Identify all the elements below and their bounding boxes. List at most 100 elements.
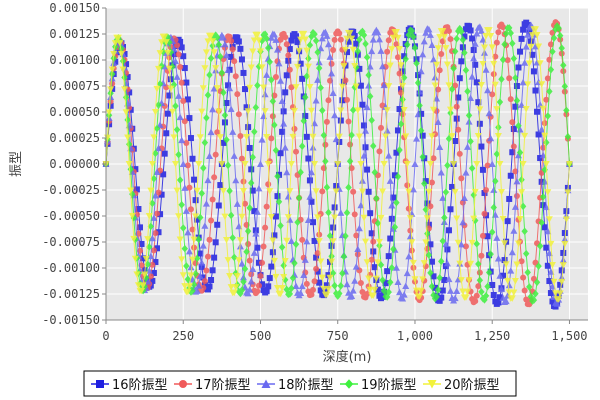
- data-point: [457, 277, 465, 284]
- data-point: [376, 148, 383, 155]
- data-point: [161, 33, 169, 41]
- data-point: [180, 224, 187, 232]
- data-point: [476, 269, 483, 276]
- legend-marker: [344, 379, 354, 389]
- data-point: [557, 281, 564, 288]
- data-point: [128, 212, 136, 220]
- data-point: [546, 87, 553, 96]
- data-point: [283, 168, 291, 176]
- legend-label: 16阶振型: [112, 378, 168, 393]
- data-point: [140, 255, 147, 262]
- data-point: [456, 260, 464, 268]
- data-point: [425, 188, 433, 196]
- data-point: [394, 54, 401, 61]
- data-point: [268, 76, 275, 84]
- data-point: [409, 259, 417, 267]
- data-point: [190, 236, 198, 244]
- legend-item-5[interactable]: 20阶振型: [423, 378, 500, 393]
- data-point: [129, 190, 136, 198]
- data-point: [413, 59, 420, 68]
- data-point: [268, 263, 275, 270]
- data-point: [459, 218, 467, 226]
- data-point: [155, 144, 163, 152]
- data-point: [141, 271, 149, 279]
- data-point: [434, 45, 442, 52]
- data-point: [177, 64, 184, 71]
- data-point: [269, 249, 276, 256]
- data-point: [473, 240, 480, 248]
- data-point: [211, 254, 218, 261]
- data-point: [248, 179, 255, 187]
- data-point: [422, 239, 430, 246]
- data-point: [481, 210, 488, 217]
- data-point: [371, 286, 379, 294]
- data-point: [549, 47, 556, 56]
- data-point: [192, 269, 199, 278]
- data-point: [475, 260, 482, 268]
- data-point: [339, 97, 346, 104]
- data-point: [495, 299, 502, 306]
- legend-marker: [96, 380, 104, 388]
- data-point: [519, 78, 527, 86]
- data-point: [430, 155, 437, 162]
- data-point: [138, 287, 146, 295]
- data-point: [411, 44, 419, 52]
- data-point: [511, 278, 519, 285]
- legend[interactable]: 16阶振型 17阶振型 18阶振型 19阶振型 20阶振型: [83, 370, 517, 397]
- data-point: [272, 36, 280, 43]
- data-point: [141, 282, 148, 291]
- data-point: [510, 289, 518, 297]
- data-point: [432, 284, 439, 291]
- data-point: [420, 37, 428, 45]
- data-point: [227, 284, 235, 291]
- data-point: [560, 249, 567, 256]
- data-point: [472, 298, 479, 305]
- data-point: [476, 120, 483, 127]
- legend-item-1[interactable]: 16阶振型: [91, 378, 168, 393]
- data-point: [311, 278, 318, 285]
- data-point: [254, 288, 261, 295]
- y-tick-label: -0.00150: [42, 313, 100, 327]
- data-point: [251, 127, 258, 136]
- data-point: [126, 89, 133, 96]
- data-point: [509, 119, 516, 126]
- data-point: [507, 96, 514, 103]
- data-point: [336, 30, 343, 37]
- legend-item-3[interactable]: 18阶振型: [257, 378, 334, 393]
- data-point: [561, 241, 569, 248]
- data-point: [344, 96, 350, 103]
- data-point: [263, 71, 271, 78]
- data-point: [206, 283, 213, 290]
- data-point: [543, 96, 550, 103]
- data-point: [508, 295, 516, 302]
- data-point: [212, 151, 219, 158]
- legend-item-2[interactable]: 17阶振型: [174, 378, 251, 393]
- data-point: [186, 184, 193, 191]
- data-point: [388, 202, 396, 209]
- data-point: [228, 53, 235, 60]
- data-point: [317, 258, 325, 266]
- data-point: [125, 161, 133, 168]
- data-point: [464, 143, 471, 150]
- data-point: [529, 51, 536, 58]
- series-5: [102, 26, 573, 303]
- data-point: [492, 177, 499, 185]
- data-point: [374, 219, 382, 228]
- data-point: [430, 55, 438, 63]
- legend-item-4[interactable]: 19阶振型: [340, 378, 417, 393]
- data-point: [224, 66, 232, 74]
- data-point: [385, 37, 392, 44]
- data-point: [394, 127, 401, 134]
- data-point: [472, 216, 479, 225]
- data-point: [175, 213, 183, 220]
- data-point: [204, 91, 212, 99]
- data-point: [506, 75, 513, 82]
- data-point: [368, 47, 376, 55]
- data-point: [226, 187, 233, 195]
- data-point: [434, 118, 442, 125]
- data-point: [489, 281, 496, 288]
- data-point: [192, 213, 200, 220]
- data-point: [498, 75, 505, 84]
- data-point: [229, 233, 236, 242]
- data-point: [156, 50, 164, 57]
